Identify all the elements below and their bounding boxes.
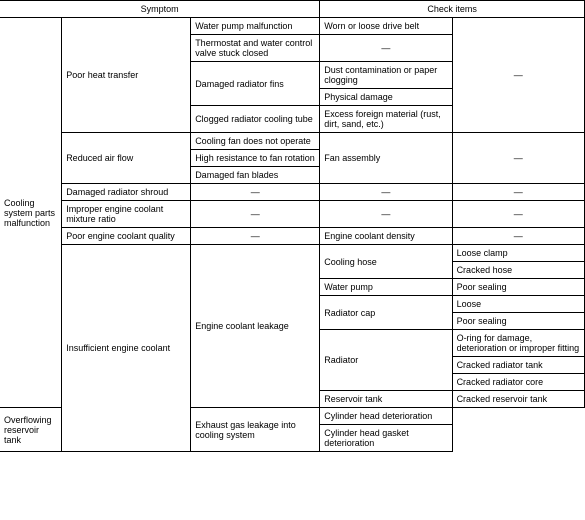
sub-symptom: Engine coolant leakage [191,245,320,408]
table-row: Poor engine coolant quality — Engine coo… [0,228,585,245]
check-item: Engine coolant density [320,228,452,245]
sub-symptom: Overflowing reservoir tank [0,408,62,452]
dash-cell: — [452,228,584,245]
symptom-cell: Improper engine coolant mixture ratio [62,201,191,228]
table-row: Cooling system parts malfunction Poor he… [0,18,585,35]
symptom-cell: Insufficient engine coolant [62,245,191,452]
symptom-cell: Damaged radiator shroud [62,184,191,201]
table-row: Reduced air flow Cooling fan does not op… [0,133,585,150]
sub-symptom: Cooling fan does not operate [191,133,320,150]
symptom-cell: Reduced air flow [62,133,191,184]
dash-cell: — [452,184,584,201]
dash-cell: — [191,228,320,245]
symptom-cell: Poor heat transfer [62,18,191,133]
check-detail: Cylinder head deterioration [320,408,452,425]
symptom-cell: Poor engine coolant quality [62,228,191,245]
header-symptom: Symptom [0,1,320,18]
check-item: Radiator cap [320,296,452,330]
sub-symptom: Thermostat and water control valve stuck… [191,35,320,62]
main-category: Cooling system parts malfunction [0,18,62,408]
check-detail: Cylinder head gasket deterioration [320,425,452,452]
sub-symptom: Damaged fan blades [191,167,320,184]
table-row: Damaged radiator shroud — — — [0,184,585,201]
header-row: Symptom Check items [0,1,585,18]
check-detail: Cracked reservoir tank [452,391,584,408]
check-detail: Poor sealing [452,313,584,330]
check-item: Fan assembly [320,133,452,184]
check-item: Physical damage [320,89,452,106]
check-detail: Cracked radiator tank [452,357,584,374]
dash-cell: — [320,201,452,228]
dash-cell: — [452,201,584,228]
check-detail: Loose clamp [452,245,584,262]
check-item: Worn or loose drive belt [320,18,452,35]
check-detail: Loose [452,296,584,313]
check-detail: O-ring for damage, deterioration or impr… [452,330,584,357]
check-item: Cooling hose [320,245,452,279]
sub-symptom: Damaged radiator fins [191,62,320,106]
sub-symptom: Clogged radiator cooling tube [191,106,320,133]
check-item: Reservoir tank [320,391,452,408]
table-row: Improper engine coolant mixture ratio — … [0,201,585,228]
dash-cell: — [320,35,452,62]
table-row: Insufficient engine coolant Engine coola… [0,245,585,262]
dash-cell: — [191,184,320,201]
check-item: Water pump [320,279,452,296]
check-item: Radiator [320,330,452,391]
check-detail: Poor sealing [452,279,584,296]
check-item: Dust contamination or paper clogging [320,62,452,89]
sub-symptom: High resistance to fan rotation [191,150,320,167]
dash-cell: — [452,133,584,184]
check-item: Excess foreign material (rust, dirt, san… [320,106,452,133]
sub-symptom: Water pump malfunction [191,18,320,35]
header-check-items: Check items [320,1,585,18]
dash-cell: — [320,184,452,201]
check-item: Exhaust gas leakage into cooling system [191,408,320,452]
dash-cell: — [191,201,320,228]
check-detail: Cracked radiator core [452,374,584,391]
dash-cell: — [452,18,584,133]
diagnostic-table: Symptom Check items Cooling system parts… [0,0,585,452]
check-detail: Cracked hose [452,262,584,279]
